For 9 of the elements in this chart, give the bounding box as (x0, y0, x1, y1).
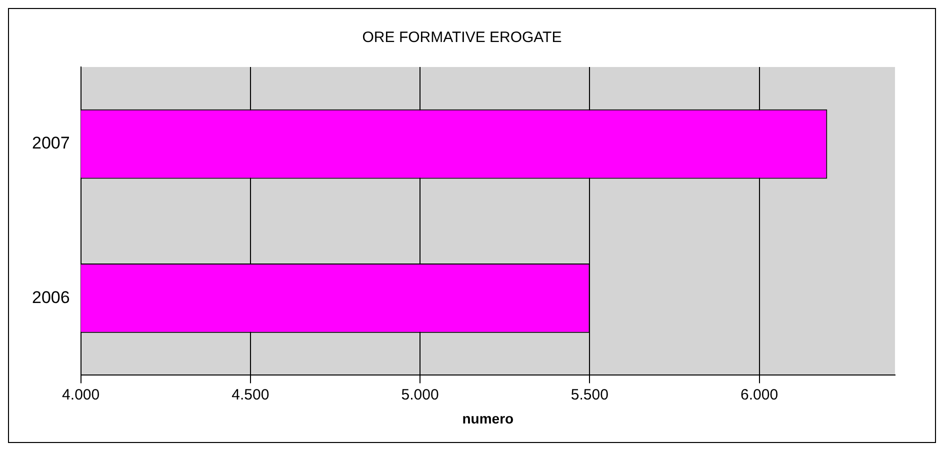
chart-title: ORE FORMATIVE EROGATE (362, 29, 562, 46)
x-tick-label: 5.000 (401, 386, 439, 404)
x-tick-label: 6.000 (740, 386, 778, 404)
y-tick-label: 2007 (32, 134, 70, 153)
x-axis-title: numero (462, 410, 514, 426)
x-tick-label: 5.500 (570, 386, 608, 404)
y-tick-label: 2006 (32, 288, 70, 307)
x-tick-label: 4.000 (62, 386, 100, 404)
x-tick-label: 4.500 (232, 386, 270, 404)
